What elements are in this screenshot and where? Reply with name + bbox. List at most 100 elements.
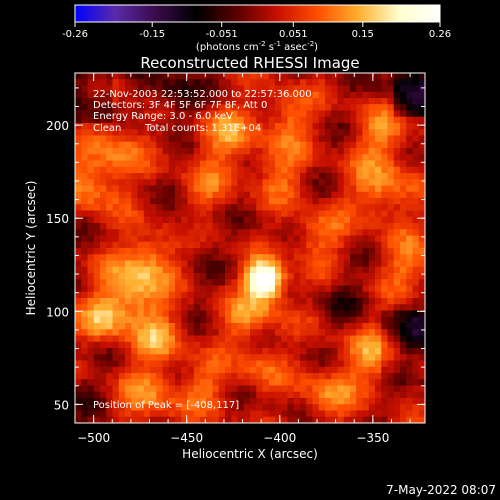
heatmap-cell (325, 410, 332, 418)
heatmap-cell (187, 116, 195, 124)
heatmap-cell (231, 348, 238, 355)
heatmap-cell (318, 173, 326, 180)
heatmap-cell (75, 416, 82, 424)
heatmap-cell (281, 366, 288, 374)
heatmap-cell (343, 210, 351, 218)
heatmap-cell (175, 198, 182, 205)
heatmap-cell (375, 379, 382, 386)
heatmap-cell (200, 416, 207, 424)
heatmap-cell (343, 135, 351, 143)
heatmap-cell (412, 135, 420, 143)
heatmap-cell (300, 173, 307, 180)
heatmap-cell (212, 235, 220, 243)
heatmap-cell (150, 241, 157, 249)
heatmap-cell (156, 410, 163, 418)
heatmap-cell (181, 123, 188, 130)
heatmap-cell (131, 148, 138, 155)
heatmap-cell (87, 260, 95, 268)
heatmap-cell (250, 241, 257, 249)
heatmap-cell (175, 110, 182, 118)
heatmap-cell (93, 241, 101, 249)
heatmap-cell (181, 98, 188, 105)
heatmap-cell (143, 354, 151, 361)
heatmap-cell (331, 291, 338, 299)
heatmap-cell (406, 285, 413, 293)
heatmap-cell (387, 229, 395, 236)
heatmap-cell (300, 223, 307, 230)
heatmap-cell (306, 241, 313, 249)
heatmap-cell (250, 79, 257, 86)
heatmap-cell (331, 154, 338, 161)
heatmap-cell (131, 260, 138, 268)
heatmap-cell (256, 185, 263, 193)
heatmap-cell (125, 366, 132, 374)
heatmap-cell (212, 129, 220, 136)
heatmap-cell (225, 310, 232, 318)
heatmap-cell (287, 235, 295, 243)
heatmap-cell (193, 348, 201, 355)
heatmap-cell (131, 204, 138, 211)
heatmap-cell (343, 266, 351, 274)
heatmap-cell (387, 98, 395, 105)
heatmap-cell (187, 366, 195, 374)
heatmap-cell (100, 204, 107, 211)
heatmap-cell (293, 229, 301, 236)
heatmap-cell (268, 404, 276, 411)
heatmap-cell (275, 379, 282, 386)
heatmap-cell (275, 348, 282, 355)
heatmap-cell (268, 116, 276, 124)
heatmap-cell (231, 298, 238, 305)
heatmap-cell (93, 416, 101, 424)
heatmap-cell (256, 216, 263, 224)
heatmap-cell (168, 316, 176, 324)
heatmap-cell (175, 91, 182, 99)
heatmap-cell (237, 391, 245, 399)
heatmap-cell (406, 341, 413, 349)
heatmap-cell (262, 135, 270, 143)
heatmap-cell (106, 198, 113, 205)
heatmap-cell (125, 241, 132, 249)
heatmap-cell (231, 223, 238, 230)
heatmap-cell (243, 416, 251, 424)
heatmap-cell (137, 416, 145, 424)
heatmap-cell (118, 379, 126, 386)
heatmap-cell (325, 379, 332, 386)
heatmap-cell (187, 148, 195, 155)
heatmap-cell (293, 341, 301, 349)
heatmap-cell (81, 85, 88, 93)
heatmap-cell (331, 398, 338, 405)
heatmap-cell (162, 410, 170, 418)
heatmap-cell (143, 210, 151, 218)
heatmap-cell (287, 198, 295, 205)
heatmap-cell (400, 229, 407, 236)
heatmap-cell (212, 285, 220, 293)
heatmap-cell (112, 223, 120, 230)
heatmap-cell (218, 148, 226, 155)
heatmap-cell (362, 354, 370, 361)
heatmap-cell (331, 279, 338, 286)
heatmap-cell (293, 110, 301, 118)
heatmap-cell (181, 110, 188, 118)
colorbar-ticks: -0.26 -0.15 -0.051 0.051 0.15 0.26 (62, 22, 451, 40)
heatmap-cell (306, 160, 313, 168)
heatmap-cell (300, 291, 307, 299)
heatmap-cell (131, 104, 138, 111)
heatmap-cell (143, 85, 151, 93)
heatmap-cell (362, 148, 370, 155)
heatmap-cell (331, 229, 338, 236)
heatmap-cell (112, 210, 120, 218)
heatmap-cell (368, 129, 376, 136)
heatmap-cell (137, 204, 145, 211)
heatmap-cell (200, 291, 207, 299)
heatmap-cell (306, 291, 313, 299)
heatmap-cell (162, 310, 170, 318)
heatmap-cell (331, 210, 338, 218)
heatmap-cell (300, 110, 307, 118)
heatmap-cell (331, 391, 338, 399)
heatmap-cell (293, 79, 301, 86)
heatmap-cell (287, 223, 295, 230)
heatmap-cell (387, 110, 395, 118)
heatmap-cell (87, 398, 95, 405)
heatmap-cell (418, 391, 426, 399)
heatmap-cell (412, 98, 420, 105)
